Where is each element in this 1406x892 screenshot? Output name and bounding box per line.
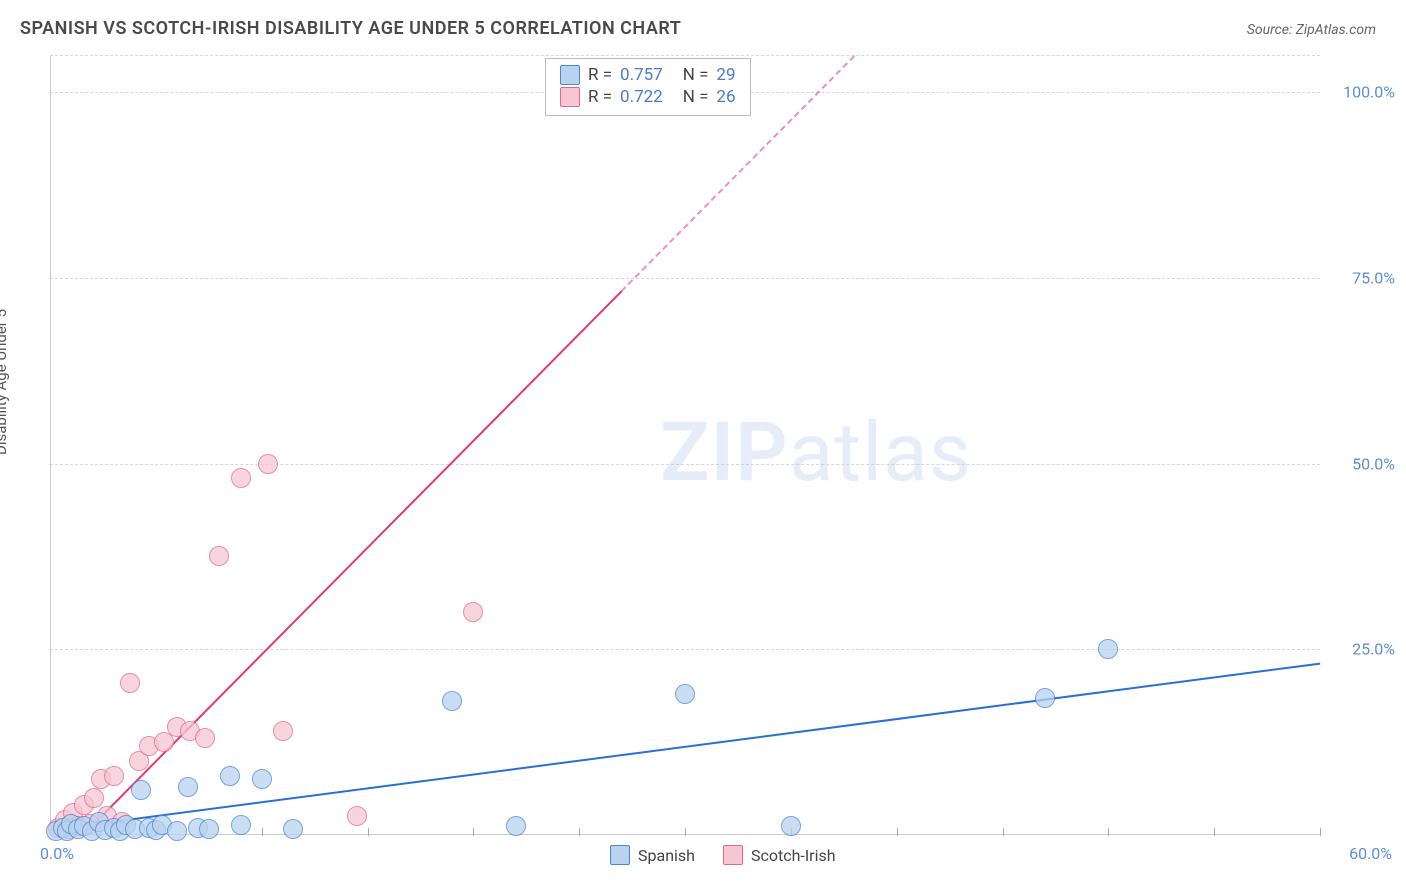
legend-row: R = 0.722 N = 26 — [560, 87, 736, 107]
legend-r-label: R = — [588, 87, 612, 107]
legend-r-value: 0.757 — [620, 65, 663, 85]
data-point — [231, 468, 251, 488]
x-tick — [368, 828, 369, 836]
chart-title: SPANISH VS SCOTCH-IRISH DISABILITY AGE U… — [20, 18, 681, 39]
y-axis-line — [50, 55, 51, 835]
data-point — [252, 769, 272, 789]
plot-area: 25.0%50.0%75.0%100.0%0.0%60.0%ZIPatlasR … — [50, 55, 1320, 835]
source-attribution: Source: ZipAtlas.com — [1247, 22, 1376, 38]
data-point — [1035, 688, 1055, 708]
legend-series-name: Scotch-Irish — [751, 846, 836, 865]
data-point — [231, 815, 251, 835]
legend-n-value: 29 — [716, 65, 735, 85]
x-tick — [685, 828, 686, 836]
legend-swatch — [560, 65, 580, 85]
legend-swatch — [723, 845, 743, 865]
x-tick — [1108, 828, 1109, 836]
x-tick — [1214, 828, 1215, 836]
legend-item: Scotch-Irish — [723, 845, 836, 865]
y-tick-label: 50.0% — [1330, 454, 1395, 473]
x-tick — [262, 828, 263, 836]
y-axis-label: Disability Age Under 5 — [0, 309, 10, 455]
data-point — [84, 788, 104, 808]
trend-line — [81, 290, 622, 836]
data-point — [283, 819, 303, 839]
data-point — [463, 602, 483, 622]
data-point — [506, 816, 526, 836]
data-point — [258, 454, 278, 474]
y-tick-label: 25.0% — [1330, 640, 1395, 659]
legend-swatch — [610, 845, 630, 865]
y-tick-label: 100.0% — [1330, 83, 1395, 102]
data-point — [199, 819, 219, 839]
legend-item: Spanish — [610, 845, 695, 865]
grid-line — [50, 55, 1320, 56]
x-origin-label: 0.0% — [40, 844, 74, 863]
legend-r-value: 0.722 — [620, 87, 663, 107]
data-point — [195, 728, 215, 748]
data-point — [131, 780, 151, 800]
x-tick — [897, 828, 898, 836]
data-point — [178, 777, 198, 797]
data-point — [347, 806, 367, 826]
source-prefix: Source: — [1247, 22, 1296, 38]
legend-swatch — [560, 87, 580, 107]
grid-line — [50, 464, 1320, 465]
x-tick — [579, 828, 580, 836]
data-point — [209, 546, 229, 566]
watermark: ZIPatlas — [660, 405, 972, 501]
y-tick-label: 75.0% — [1330, 268, 1395, 287]
data-point — [104, 766, 124, 786]
data-point — [781, 816, 801, 836]
legend-n-value: 26 — [716, 87, 735, 107]
legend-series-name: Spanish — [638, 846, 695, 865]
data-point — [120, 673, 140, 693]
x-tick — [1003, 828, 1004, 836]
data-point — [167, 821, 187, 841]
legend-r-label: R = — [588, 65, 612, 85]
data-point — [675, 684, 695, 704]
x-max-label: 60.0% — [1349, 844, 1392, 863]
x-tick — [1320, 828, 1321, 836]
grid-line — [50, 278, 1320, 279]
legend-row: R = 0.757 N = 29 — [560, 65, 736, 85]
correlation-legend: R = 0.757 N = 29 R = 0.722 N = 26 — [545, 58, 751, 116]
data-point — [1098, 639, 1118, 659]
legend-n-label: N = — [683, 65, 709, 85]
source-name: ZipAtlas.com — [1296, 22, 1376, 38]
data-point — [220, 766, 240, 786]
legend-n-label: N = — [683, 87, 709, 107]
series-legend: Spanish Scotch-Irish — [610, 845, 836, 865]
x-tick — [473, 828, 474, 836]
grid-line — [50, 649, 1320, 650]
data-point — [273, 721, 293, 741]
data-point — [442, 691, 462, 711]
